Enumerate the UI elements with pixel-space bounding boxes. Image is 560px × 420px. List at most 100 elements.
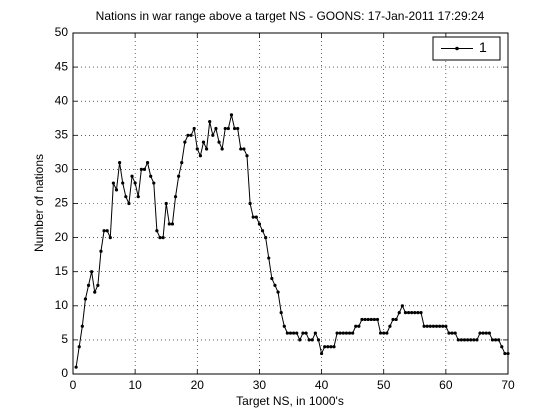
data-point — [242, 147, 246, 151]
data-point — [400, 304, 404, 308]
data-point — [251, 215, 255, 219]
data-point — [310, 338, 314, 342]
data-point — [506, 351, 510, 356]
data-point — [264, 236, 268, 240]
data-point — [416, 311, 420, 315]
data-point — [292, 331, 296, 335]
data-point — [307, 338, 311, 342]
data-point — [232, 126, 237, 131]
data-point — [462, 338, 467, 342]
data-point — [487, 331, 491, 335]
data-point — [145, 160, 150, 165]
data-point — [298, 338, 302, 342]
data-point — [288, 331, 293, 335]
legend-marker — [455, 46, 459, 51]
data-point — [177, 174, 181, 178]
data-point — [276, 290, 280, 294]
data-point — [375, 317, 380, 322]
data-point — [214, 126, 218, 131]
data-point — [173, 195, 178, 199]
x-tick-label: 20 — [191, 378, 205, 392]
data-point — [493, 338, 498, 342]
data-point — [124, 195, 128, 199]
y-axis-label: Number of nations — [32, 154, 46, 252]
legend-label: 1 — [479, 39, 487, 55]
data-point — [351, 331, 355, 335]
y-tick-label: 10 — [55, 298, 69, 312]
data-point — [161, 236, 165, 240]
data-point — [438, 324, 442, 328]
data-point — [497, 338, 501, 342]
y-tick-label: 20 — [55, 230, 69, 244]
data-point — [114, 188, 119, 192]
data-point — [158, 236, 162, 240]
data-point — [83, 297, 88, 301]
data-point — [326, 345, 330, 349]
data-point — [189, 133, 193, 137]
data-point — [354, 324, 358, 328]
y-tick-label: 40 — [55, 93, 69, 107]
data-point — [466, 338, 470, 342]
data-point — [273, 283, 277, 287]
data-point — [413, 311, 417, 315]
data-point — [456, 338, 460, 342]
data-point — [500, 345, 504, 349]
data-point — [164, 201, 168, 206]
data-point — [118, 160, 122, 165]
x-tick-label: 60 — [439, 378, 453, 392]
data-point — [93, 290, 97, 294]
data-point — [363, 317, 367, 322]
data-point — [270, 276, 274, 281]
data-point — [236, 126, 240, 131]
data-point — [198, 154, 202, 158]
data-point — [394, 317, 398, 322]
data-point — [226, 126, 230, 131]
data-point — [295, 331, 299, 335]
data-point — [155, 229, 159, 233]
data-point — [397, 311, 401, 315]
data-point — [139, 167, 143, 171]
data-point — [285, 331, 289, 335]
data-point — [301, 331, 305, 335]
data-point — [357, 324, 361, 328]
data-point — [503, 351, 507, 356]
data-point — [382, 331, 386, 335]
data-point — [469, 338, 473, 342]
data-point — [108, 236, 112, 240]
data-point — [425, 324, 429, 328]
data-point — [142, 167, 147, 171]
data-point — [422, 324, 426, 328]
data-point — [369, 317, 373, 322]
data-point — [388, 324, 392, 328]
data-point — [192, 126, 196, 131]
data-point — [245, 154, 249, 158]
data-point — [111, 181, 115, 185]
data-point — [208, 120, 212, 124]
data-point — [450, 331, 454, 335]
data-point — [127, 201, 131, 206]
data-point — [121, 181, 125, 185]
data-point — [239, 147, 243, 151]
data-point — [183, 140, 187, 144]
x-tick-label: 70 — [501, 378, 515, 392]
data-point — [391, 317, 395, 322]
plot-frame — [72, 32, 509, 375]
data-point — [332, 345, 336, 349]
y-tick-label: 0 — [61, 366, 68, 380]
data-point — [170, 222, 175, 226]
data-point — [379, 331, 383, 335]
data-point — [304, 331, 308, 335]
data-point — [102, 229, 106, 233]
x-tick-label: 40 — [315, 378, 329, 392]
data-point — [211, 133, 215, 137]
data-point — [282, 324, 286, 328]
data-point — [223, 126, 227, 131]
data-point — [257, 222, 262, 226]
data-point — [338, 331, 342, 335]
data-point — [372, 317, 376, 322]
y-tick-label: 30 — [55, 162, 69, 176]
data-point — [149, 174, 153, 178]
data-point — [329, 345, 333, 349]
data-point — [366, 317, 370, 322]
